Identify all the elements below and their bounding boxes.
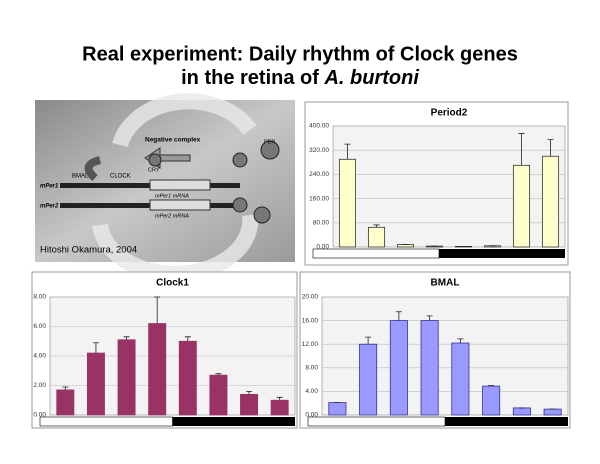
bar bbox=[512, 407, 531, 416]
bar bbox=[240, 393, 259, 416]
diagram-label: mPer2 bbox=[40, 204, 59, 210]
error-bar bbox=[395, 311, 402, 321]
night-bar bbox=[445, 417, 568, 426]
y-tick-label: 16.00 bbox=[302, 317, 319, 324]
diagram-label: CLOCK bbox=[110, 174, 131, 180]
species: A. burtoni bbox=[323, 67, 419, 89]
error-bar bbox=[488, 385, 495, 387]
chart-title: Clock1 bbox=[156, 278, 189, 289]
diagram-label: mPer1 bbox=[40, 184, 59, 190]
day-bar bbox=[312, 248, 440, 259]
error-bar bbox=[457, 338, 464, 344]
error-bar bbox=[92, 342, 99, 354]
error-bar bbox=[547, 139, 554, 157]
night-bar bbox=[172, 417, 295, 426]
bar bbox=[209, 374, 228, 416]
bar bbox=[148, 323, 167, 416]
protein bbox=[232, 197, 248, 213]
error-bar bbox=[365, 336, 372, 345]
y-tick-label: 80.00 bbox=[313, 220, 330, 227]
error-bar bbox=[344, 143, 351, 160]
bar bbox=[451, 342, 470, 416]
error-bar bbox=[246, 391, 253, 395]
diagram-label: CRY bbox=[148, 167, 160, 173]
plot-area bbox=[321, 296, 569, 416]
night-bar bbox=[439, 249, 565, 258]
protein bbox=[253, 206, 271, 224]
error-bar bbox=[276, 396, 283, 401]
error-bar bbox=[426, 315, 433, 321]
bar bbox=[543, 408, 562, 416]
error-bar bbox=[215, 373, 222, 376]
protein bbox=[148, 153, 162, 167]
slide-title: Real experiment: Daily rhythm of Clock g… bbox=[82, 43, 518, 65]
y-tick-label: 0.00 bbox=[33, 412, 46, 419]
protein bbox=[232, 152, 248, 168]
chart-title: BMAL bbox=[431, 278, 460, 289]
diagram-label: mPer1 mRNA bbox=[155, 193, 189, 199]
y-tick-label: 8.00 bbox=[305, 365, 318, 372]
y-tick-label: 240.00 bbox=[309, 171, 329, 178]
bar bbox=[420, 320, 439, 416]
plot-area bbox=[332, 125, 566, 248]
bar bbox=[359, 343, 378, 416]
bar bbox=[389, 320, 408, 416]
error-bar bbox=[373, 224, 380, 228]
error-bar bbox=[62, 386, 69, 390]
day-bar bbox=[39, 416, 173, 427]
y-tick-label: 4.00 bbox=[305, 388, 318, 395]
bar bbox=[338, 158, 357, 248]
bar bbox=[178, 340, 197, 416]
error-bar bbox=[518, 133, 525, 166]
error-bar bbox=[184, 336, 191, 342]
y-tick-label: 20.00 bbox=[302, 294, 319, 301]
protein bbox=[260, 140, 280, 160]
y-tick-label: 160.00 bbox=[309, 195, 329, 202]
y-tick-label: 6.00 bbox=[33, 323, 46, 330]
bar bbox=[86, 352, 105, 416]
y-tick-label: 8.00 bbox=[33, 294, 46, 301]
diagram-label: PER bbox=[264, 139, 275, 145]
diagram-label: mPer2 mRNA bbox=[155, 213, 189, 219]
bar bbox=[270, 399, 289, 416]
diagram-label: BMAL bbox=[72, 174, 89, 180]
bar bbox=[541, 155, 560, 248]
bar bbox=[328, 402, 347, 416]
y-tick-label: 0.00 bbox=[305, 412, 318, 419]
day-bar bbox=[307, 416, 446, 427]
y-tick-label: 320.00 bbox=[309, 147, 329, 154]
diagram: Negative complex BMAL CLOCK mPer1 mPer2 … bbox=[35, 93, 295, 282]
y-tick-label: 12.00 bbox=[302, 341, 319, 348]
arrow bbox=[84, 156, 102, 182]
bar bbox=[512, 164, 531, 248]
gene bbox=[149, 199, 211, 211]
bar bbox=[117, 339, 136, 416]
y-tick-label: 400.00 bbox=[309, 123, 329, 130]
chart-title: Period2 bbox=[431, 108, 468, 119]
gene bbox=[149, 179, 211, 191]
bar bbox=[367, 226, 386, 248]
y-tick-label: 0.00 bbox=[316, 244, 329, 251]
bar bbox=[56, 389, 75, 416]
y-tick-label: 4.00 bbox=[33, 353, 46, 360]
diagram-credit: Hitoshi Okamura, 2004 bbox=[40, 245, 137, 256]
error-bar bbox=[123, 336, 130, 340]
bar bbox=[482, 385, 501, 416]
subtitle-text: in the retina of bbox=[181, 67, 324, 89]
slide-subtitle: in the retina of A. burtoni bbox=[181, 67, 419, 89]
diagram-label: Negative complex bbox=[145, 137, 201, 144]
y-tick-label: 2.00 bbox=[33, 382, 46, 389]
error-bar bbox=[154, 296, 161, 324]
cycle-arrow bbox=[112, 93, 257, 148]
